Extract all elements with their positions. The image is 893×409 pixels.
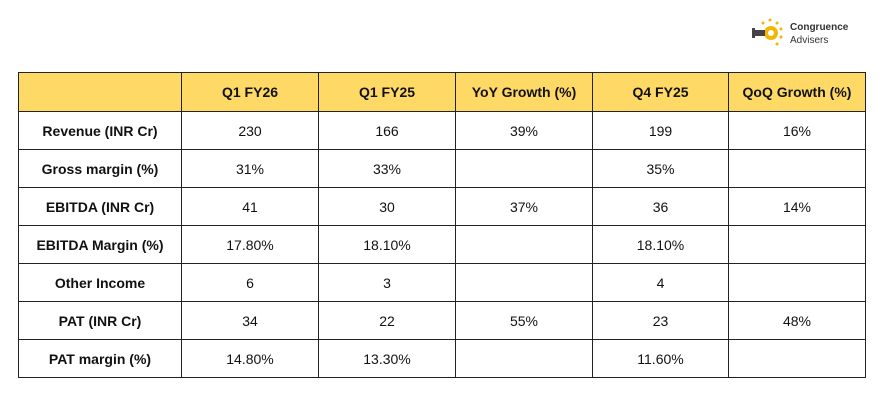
table-cell: 55% [455,301,593,340]
table-cell: 14.80% [181,339,319,378]
table-row: PAT (INR Cr) 34 22 55% 23 48% [18,301,866,340]
table-cell: 199 [592,111,729,150]
table-row: Gross margin (%) 31% 33% 35% [18,149,866,188]
table-cell: 14% [728,187,866,226]
table-cell: 39% [455,111,593,150]
row-label: PAT (INR Cr) [18,301,182,340]
header-cell: Q1 FY26 [181,72,319,112]
table-cell [728,149,866,188]
row-label: Revenue (INR Cr) [18,111,182,150]
row-label: PAT margin (%) [18,339,182,378]
table-cell: 22 [318,301,456,340]
row-label: EBITDA Margin (%) [18,225,182,264]
row-label: EBITDA (INR Cr) [18,187,182,226]
table-cell: 23 [592,301,729,340]
logo-text: Advisers [790,35,829,46]
logo: Congruence Advisers [750,16,870,52]
header-cell: QoQ Growth (%) [728,72,866,112]
table-cell: 37% [455,187,593,226]
header-cell [18,72,182,112]
table-cell: 6 [181,263,319,302]
row-label: Gross margin (%) [18,149,182,188]
header-cell: Q1 FY25 [318,72,456,112]
table-cell: 31% [181,149,319,188]
table-row: Other Income 6 3 4 [18,263,866,302]
table-cell: 166 [318,111,456,150]
row-label: Other Income [18,263,182,302]
table-cell [455,339,593,378]
table-cell: 11.60% [592,339,729,378]
table-cell: 16% [728,111,866,150]
table-cell [728,225,866,264]
table-cell: 4 [592,263,729,302]
table-cell [455,149,593,188]
table-row: EBITDA (INR Cr) 41 30 37% 36 14% [18,187,866,226]
table-row: PAT margin (%) 14.80% 13.30% 11.60% [18,339,866,378]
table-cell: 36 [592,187,729,226]
table-cell: 18.10% [592,225,729,264]
table-cell: 34 [181,301,319,340]
table-cell: 17.80% [181,225,319,264]
table-row: Revenue (INR Cr) 230 166 39% 199 16% [18,111,866,150]
header-cell: Q4 FY25 [592,72,729,112]
header-row: Q1 FY26 Q1 FY25 YoY Growth (%) Q4 FY25 QoQ G… [18,72,866,112]
logo-icon [752,18,783,46]
logo-text: Congruence [790,22,849,33]
table-row: EBITDA Margin (%) 17.80% 18.10% 18.10% [18,225,866,264]
data-table: Q1 FY26 Q1 FY25 YoY Growth (%) Q4 FY25 QoQ G… [18,72,866,378]
table-cell: 35% [592,149,729,188]
table-cell: 3 [318,263,456,302]
table-cell [728,263,866,302]
header-cell: YoY Growth (%) [455,72,593,112]
table-cell [728,339,866,378]
table-cell [455,263,593,302]
table-cell: 30 [318,187,456,226]
table-cell: 33% [318,149,456,188]
table-cell: 48% [728,301,866,340]
table-cell [455,225,593,264]
table-cell: 18.10% [318,225,456,264]
table-cell: 13.30% [318,339,456,378]
table-cell: 41 [181,187,319,226]
table-cell: 230 [181,111,319,150]
